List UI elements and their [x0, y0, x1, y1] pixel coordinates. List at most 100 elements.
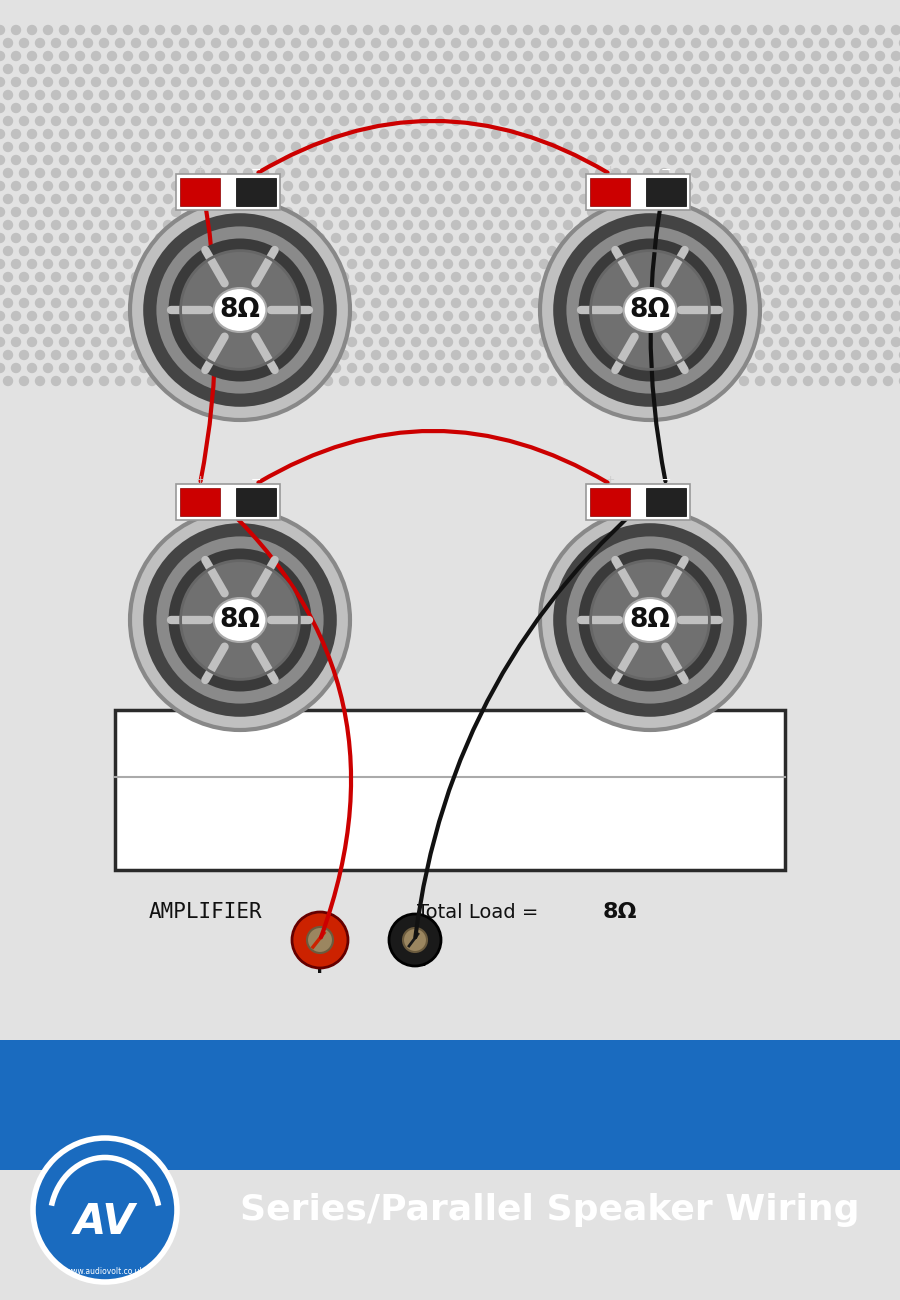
Circle shape [566, 226, 734, 394]
Circle shape [428, 234, 436, 243]
Circle shape [236, 312, 245, 321]
Circle shape [804, 273, 813, 282]
Circle shape [644, 299, 652, 308]
Circle shape [436, 299, 445, 308]
Circle shape [195, 221, 204, 230]
Circle shape [547, 351, 556, 360]
Circle shape [884, 91, 893, 100]
Circle shape [140, 182, 148, 191]
Circle shape [820, 91, 829, 100]
Circle shape [195, 195, 204, 204]
Circle shape [436, 169, 445, 178]
Circle shape [156, 286, 165, 295]
Circle shape [452, 377, 461, 386]
Circle shape [316, 78, 325, 87]
Circle shape [452, 91, 461, 100]
Circle shape [259, 325, 268, 334]
Circle shape [259, 221, 268, 230]
Circle shape [92, 26, 101, 35]
Circle shape [251, 286, 260, 295]
Circle shape [604, 286, 613, 295]
Circle shape [500, 65, 508, 74]
Circle shape [788, 273, 796, 282]
Circle shape [892, 78, 900, 87]
Circle shape [339, 117, 348, 126]
Circle shape [395, 104, 404, 113]
Circle shape [804, 39, 813, 48]
Circle shape [516, 247, 525, 256]
Circle shape [732, 312, 741, 321]
Circle shape [843, 52, 852, 61]
Circle shape [547, 39, 556, 48]
Circle shape [300, 52, 309, 61]
Circle shape [356, 221, 364, 230]
Circle shape [156, 104, 165, 113]
Circle shape [84, 91, 93, 100]
Circle shape [203, 286, 212, 295]
Circle shape [611, 143, 620, 152]
Circle shape [395, 364, 404, 373]
Circle shape [339, 299, 348, 308]
Circle shape [284, 26, 292, 35]
Circle shape [475, 156, 484, 165]
Text: −: − [251, 473, 261, 486]
Circle shape [483, 377, 492, 386]
Circle shape [588, 208, 597, 217]
Circle shape [172, 78, 181, 87]
Circle shape [203, 364, 212, 373]
Circle shape [356, 143, 364, 152]
Circle shape [107, 364, 116, 373]
Circle shape [843, 286, 852, 295]
Circle shape [796, 104, 805, 113]
Circle shape [804, 325, 813, 334]
Circle shape [876, 260, 885, 269]
Circle shape [195, 273, 204, 282]
Circle shape [51, 273, 60, 282]
Circle shape [316, 182, 325, 191]
Circle shape [212, 65, 220, 74]
Circle shape [868, 273, 877, 282]
Circle shape [364, 130, 373, 139]
Circle shape [259, 351, 268, 360]
Circle shape [676, 143, 685, 152]
Circle shape [860, 234, 868, 243]
Circle shape [300, 234, 309, 243]
Circle shape [652, 26, 661, 35]
Circle shape [92, 156, 101, 165]
Circle shape [148, 39, 157, 48]
Circle shape [212, 117, 220, 126]
Circle shape [491, 104, 500, 113]
Circle shape [644, 377, 652, 386]
Circle shape [411, 104, 420, 113]
Circle shape [755, 169, 764, 178]
Circle shape [724, 169, 733, 178]
Circle shape [868, 39, 877, 48]
Circle shape [483, 299, 492, 308]
Circle shape [187, 208, 196, 217]
Circle shape [364, 156, 373, 165]
Circle shape [771, 377, 780, 386]
Circle shape [452, 117, 461, 126]
Circle shape [843, 364, 852, 373]
Circle shape [0, 26, 4, 35]
Circle shape [51, 221, 60, 230]
Circle shape [323, 273, 332, 282]
Circle shape [827, 130, 836, 139]
Circle shape [403, 143, 412, 152]
Circle shape [212, 221, 220, 230]
Circle shape [668, 286, 677, 295]
Circle shape [115, 117, 124, 126]
Circle shape [292, 913, 348, 968]
Circle shape [524, 78, 533, 87]
Circle shape [115, 351, 124, 360]
Circle shape [596, 195, 605, 204]
Circle shape [748, 78, 757, 87]
Circle shape [331, 364, 340, 373]
Circle shape [483, 117, 492, 126]
Circle shape [259, 195, 268, 204]
Circle shape [732, 78, 741, 87]
Circle shape [156, 130, 165, 139]
Circle shape [331, 78, 340, 87]
Circle shape [68, 91, 76, 100]
Circle shape [347, 312, 356, 321]
